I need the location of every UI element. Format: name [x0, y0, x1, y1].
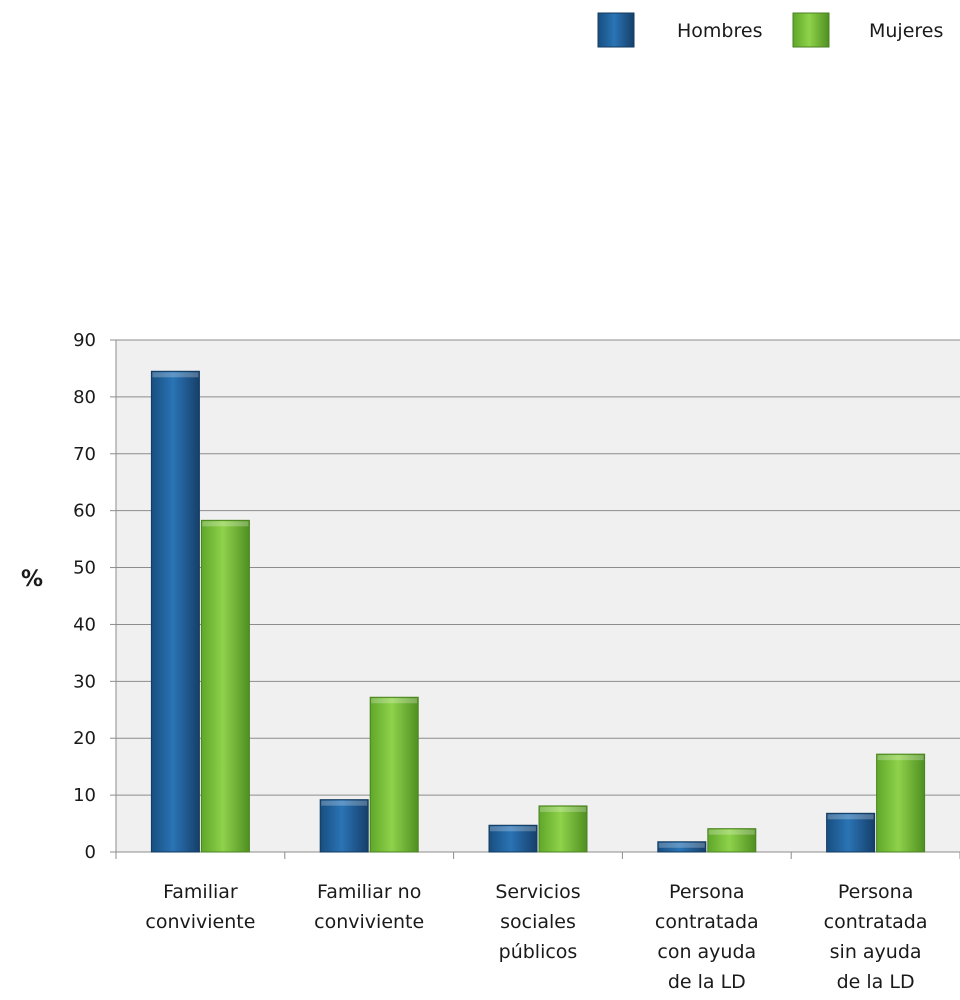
bar-bevel — [371, 698, 418, 704]
y-tick-label: 70 — [73, 444, 96, 465]
bar-bevel — [708, 829, 755, 835]
bar-hombres — [488, 824, 538, 853]
x-category-label: Familiar no conviviente — [314, 881, 424, 933]
y-tick-label: 40 — [73, 614, 96, 635]
x-category-label: Persona contratada sin ayuda de la LD — [824, 881, 928, 993]
bar-bevel — [321, 800, 368, 806]
gridlines — [116, 339, 960, 796]
bars — [150, 370, 926, 853]
bar-bevel — [658, 842, 705, 848]
y-tick-label: 0 — [85, 842, 96, 863]
y-tick-label: 20 — [73, 728, 96, 749]
plot-area-background — [116, 340, 960, 852]
labels: 0 10 20 30 40 50 60 70 80 90 Familiar conviviente Fa… — [73, 330, 927, 993]
bar-hombres — [319, 799, 369, 853]
legend-swatch-hombres — [597, 12, 635, 48]
bar-mujeres — [200, 519, 250, 853]
y-tick-label: 60 — [73, 501, 96, 522]
bar-mujeres — [369, 696, 419, 853]
y-tick-label: 30 — [73, 671, 96, 692]
y-tick-label: 80 — [73, 387, 96, 408]
legend-label-hombres: Hombres — [677, 20, 762, 42]
bar-hombres — [826, 812, 876, 853]
bar-bevel — [540, 806, 586, 812]
legend-swatch-mujeres — [792, 12, 830, 48]
bar-hombres — [150, 370, 200, 853]
bar-hombres — [657, 841, 707, 853]
bar-bevel — [202, 521, 249, 527]
axes — [110, 339, 960, 859]
x-category-label: Familiar conviviente — [145, 881, 255, 933]
y-tick-label: 50 — [73, 558, 96, 579]
bar-mujeres — [876, 753, 926, 853]
x-category-label: Persona contratada con ayuda de la LD — [655, 881, 759, 993]
y-tick-label: 10 — [73, 785, 96, 806]
legend-label-mujeres: Mujeres — [869, 20, 943, 42]
bar-bevel — [152, 372, 199, 378]
bar-mujeres — [707, 828, 757, 853]
bar-bevel — [877, 755, 924, 761]
bar-bevel — [490, 826, 536, 832]
bar-bevel — [827, 814, 874, 820]
legend: Hombres Mujeres — [597, 12, 943, 48]
bar-mujeres — [538, 805, 588, 853]
x-category-label: Servicios sociales públicos — [495, 881, 580, 963]
y-tick-label: 90 — [73, 330, 96, 351]
y-axis-label: % — [21, 567, 43, 592]
